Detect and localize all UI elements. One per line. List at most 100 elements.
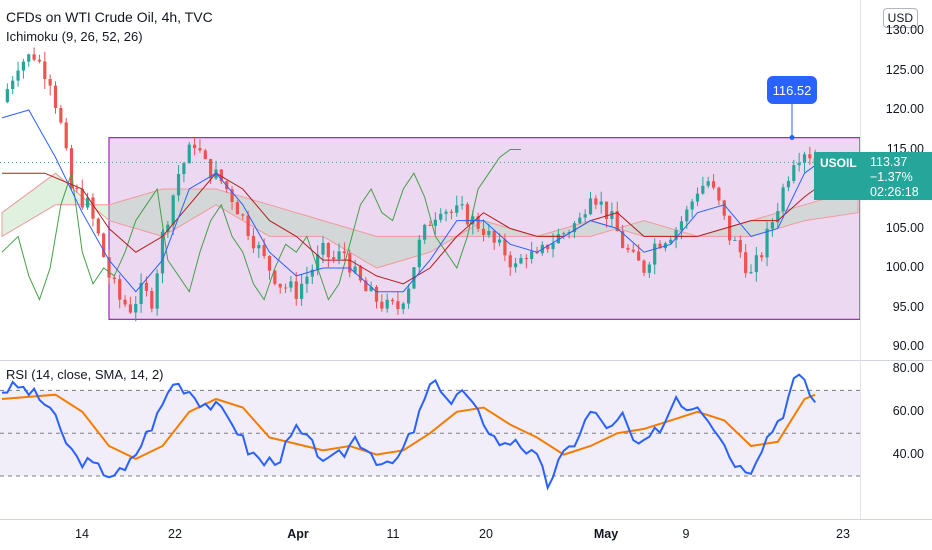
price-tag-symbol: USOIL: [820, 156, 857, 170]
candle-body: [171, 195, 175, 225]
price-axis-border: [860, 0, 861, 519]
candle-body: [294, 281, 298, 299]
candle-body: [669, 239, 673, 244]
time-axis-label: 20: [479, 527, 493, 541]
candle-body: [572, 223, 577, 233]
rsi-axis-label: 60.00: [892, 403, 924, 418]
candle-body: [455, 205, 459, 213]
candle-body: [546, 244, 550, 250]
candle-body: [631, 249, 635, 252]
price-tag-countdown: 02:26:18: [870, 185, 919, 199]
candle-body: [562, 233, 566, 235]
pane-divider[interactable]: [0, 360, 932, 361]
candle-body: [289, 281, 293, 288]
candle-body: [583, 214, 587, 218]
candle-body: [749, 272, 753, 274]
candle-body: [53, 85, 58, 108]
candle-body: [770, 222, 774, 229]
candle-body: [674, 230, 678, 240]
candle-body: [43, 61, 47, 80]
candle-body: [738, 240, 742, 253]
time-axis-label: May: [593, 527, 619, 541]
tenkan-line: [1, 109, 816, 293]
candle-body: [107, 257, 111, 278]
candle-body: [385, 299, 389, 309]
candle-body: [176, 174, 181, 196]
rsi-line: [2, 373, 816, 491]
candle-body: [626, 247, 630, 250]
price-callout[interactable]: 116.52: [767, 76, 817, 104]
candle-body: [198, 148, 202, 151]
candle-body: [428, 224, 432, 226]
candle-body: [235, 202, 239, 215]
candle-body: [310, 269, 314, 277]
candle-body: [348, 253, 352, 273]
candle-body: [16, 70, 20, 81]
time-axis-label: 11: [386, 527, 400, 541]
candle-body: [514, 263, 518, 268]
rsi-legend[interactable]: RSI (14, close, SMA, 14, 2): [6, 367, 164, 382]
candle-body: [102, 233, 106, 258]
candle-body: [337, 251, 341, 260]
candle-body: [615, 211, 619, 232]
candle-body: [326, 242, 330, 258]
candle-body: [219, 169, 223, 182]
candle-body: [444, 211, 448, 214]
candle-body: [278, 283, 282, 288]
candle-body: [342, 251, 346, 254]
candle-body: [808, 154, 812, 159]
candle-body: [203, 150, 207, 160]
price-axis-label: 120.00: [885, 102, 924, 116]
candle-body: [610, 211, 614, 220]
candle-body: [524, 258, 528, 260]
candle-body: [786, 180, 791, 188]
candle-body: [476, 216, 480, 229]
candle-body: [59, 107, 63, 123]
candle-body: [364, 280, 368, 292]
candle-body: [728, 215, 732, 241]
chikou-line: [1, 149, 521, 301]
candle-body: [369, 286, 373, 292]
candle-body: [508, 255, 512, 268]
currency-button[interactable]: USD: [882, 8, 918, 28]
candle-body: [487, 230, 491, 235]
candle-body: [257, 245, 261, 249]
candle-body: [139, 282, 143, 304]
candle-body: [5, 89, 9, 103]
candle-body: [503, 239, 507, 256]
callout-value: 116.52: [772, 82, 812, 98]
candle-body: [300, 283, 304, 299]
candle-body: [497, 239, 502, 243]
candle-body: [797, 162, 801, 166]
last-price-tag: USOIL 113.37 −1.37% 02:26:18: [814, 152, 932, 200]
candle-body: [267, 255, 272, 271]
price-axis-label: 100.00: [885, 260, 924, 274]
candle-body: [69, 148, 74, 189]
candle-body: [380, 301, 384, 309]
price-axis-label: 125.00: [885, 62, 924, 77]
candle-body: [37, 59, 42, 62]
candle-body: [48, 79, 52, 86]
candle-body: [679, 221, 684, 231]
candle-body: [776, 211, 780, 223]
range-rectangle: [108, 137, 861, 320]
candle-body: [91, 197, 95, 219]
candle-body: [588, 198, 593, 215]
candle-body: [193, 144, 197, 149]
candle-body: [760, 255, 764, 258]
candle-body: [123, 299, 127, 305]
candle-body: [594, 198, 598, 205]
candle-body: [717, 187, 721, 201]
candle-body: [305, 276, 309, 284]
ichimoku-legend[interactable]: Ichimoku (9, 26, 52, 26): [6, 29, 143, 44]
price-axis-label: 95.00: [892, 299, 924, 314]
candle-body: [96, 218, 100, 234]
candle-body: [407, 288, 411, 304]
candle-body: [262, 245, 266, 256]
candle-body: [706, 181, 710, 186]
candle-body: [321, 242, 325, 255]
chart-title: CFDs on WTI Crude Oil, 4h, TVC: [6, 9, 213, 25]
time-axis-label: 23: [836, 527, 850, 541]
candle-body: [449, 211, 453, 213]
